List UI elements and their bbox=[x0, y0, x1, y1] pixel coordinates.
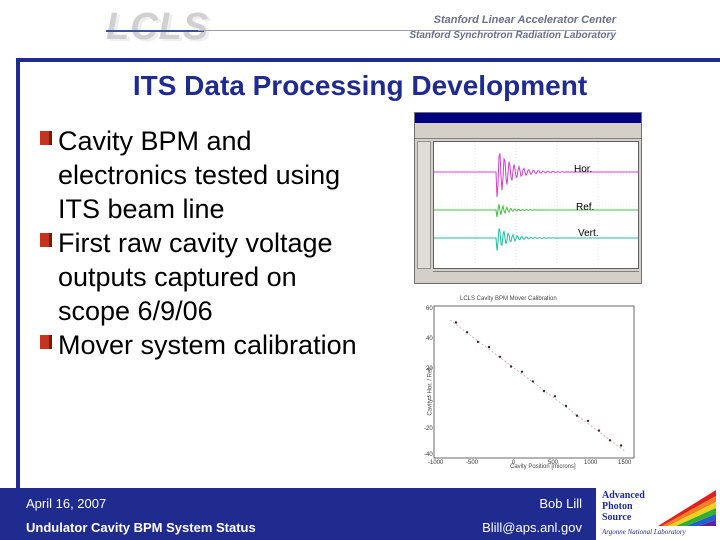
lcls-logo: LCLS LCLS bbox=[106, 6, 211, 50]
calibration-axes bbox=[433, 305, 635, 459]
calibration-point bbox=[575, 414, 579, 417]
calibration-point bbox=[564, 404, 568, 408]
lcls-logo-swoosh bbox=[106, 30, 204, 32]
scope-display: Hor. Ref. Vert. bbox=[433, 141, 639, 269]
x-tick: 500 bbox=[548, 460, 559, 466]
x-tick: -500 bbox=[466, 460, 479, 466]
y-tick: -40 bbox=[424, 452, 433, 458]
aps-logo-line1: Advanced bbox=[602, 490, 645, 501]
ref-trace bbox=[434, 204, 638, 218]
calibration-point bbox=[509, 365, 513, 368]
oscilloscope-screenshot: Hor. Ref. Vert. bbox=[414, 112, 642, 284]
bullet-text: First raw cavity voltage outputs capture… bbox=[58, 228, 333, 326]
vert-label: Vert. bbox=[578, 228, 599, 239]
x-tick: 1500 bbox=[618, 460, 632, 466]
footer-date: April 16, 2007 bbox=[26, 496, 107, 511]
scope-menubar bbox=[415, 113, 641, 123]
y-tick: 60 bbox=[426, 306, 433, 312]
scope-side-panel bbox=[417, 141, 431, 269]
calibration-fit-line bbox=[449, 319, 627, 453]
aps-rainbow-icon bbox=[658, 490, 716, 526]
aps-logo-line2: Photon bbox=[602, 501, 633, 512]
footer-email: Blill@aps.anl.gov bbox=[482, 520, 582, 535]
calibration-point bbox=[454, 321, 458, 324]
footer-talk-title: Undulator Cavity BPM System Status bbox=[26, 520, 256, 535]
aps-logo: Advanced Photon Source Argonne National … bbox=[596, 488, 720, 540]
bullet-marker-icon bbox=[40, 131, 52, 145]
calibration-svg bbox=[433, 305, 635, 459]
calibration-point bbox=[542, 389, 546, 393]
lcls-logo-shadow: LCLS bbox=[109, 8, 213, 50]
hor-trace bbox=[434, 153, 638, 198]
x-tick: 1000 bbox=[584, 460, 598, 466]
scope-toolbar bbox=[415, 123, 641, 139]
calibration-plot: LCLS Cavity BPM Mover Calibration 60 40 … bbox=[420, 292, 642, 472]
calibration-xlabel: Cavity Position [microns] bbox=[510, 464, 576, 470]
header-slac: Stanford Linear Accelerator Center bbox=[433, 14, 616, 26]
calibration-point bbox=[465, 331, 469, 334]
bullet-list: Cavity BPM and electronics tested using … bbox=[40, 124, 370, 362]
frame-top-bar bbox=[16, 58, 720, 62]
footer-author: Bob Lill bbox=[539, 496, 582, 511]
calibration-ylabel: Cavity * Hor. / Ref. bbox=[427, 366, 434, 416]
calibration-point bbox=[608, 439, 612, 442]
bullet-text: Cavity BPM and electronics tested using … bbox=[58, 126, 341, 224]
hor-label: Hor. bbox=[574, 164, 593, 175]
scope-statusbar bbox=[433, 271, 639, 283]
y-tick: 40 bbox=[426, 336, 433, 342]
calibration-point bbox=[553, 395, 557, 398]
calibration-point bbox=[498, 355, 502, 358]
vert-trace bbox=[434, 228, 638, 251]
calibration-point bbox=[597, 429, 601, 432]
bullet-marker-icon bbox=[40, 335, 52, 349]
aps-logo-text: Advanced Photon Source bbox=[602, 490, 645, 523]
ref-label: Ref. bbox=[576, 202, 595, 213]
scope-grid bbox=[434, 142, 638, 268]
header-rule bbox=[198, 30, 616, 31]
x-tick: 0 bbox=[512, 460, 516, 466]
calibration-point bbox=[586, 419, 590, 423]
y-tick: 0 bbox=[428, 396, 432, 402]
header-institutions: Stanford Linear Accelerator Center Stanf… bbox=[409, 14, 616, 41]
slide-title: ITS Data Processing Development bbox=[132, 70, 588, 101]
frame-left-bar bbox=[16, 58, 20, 488]
calibration-point bbox=[619, 444, 623, 447]
calibration-point bbox=[476, 340, 480, 344]
bullet-item: Cavity BPM and electronics tested using … bbox=[40, 124, 370, 226]
scope-traces bbox=[434, 142, 638, 268]
bullet-marker-icon bbox=[40, 233, 52, 247]
aps-logo-line3: Source bbox=[602, 512, 632, 523]
bullet-item: First raw cavity voltage outputs capture… bbox=[40, 226, 370, 328]
aps-logo-line4: Argonne National Laboratory bbox=[602, 528, 686, 536]
lcls-logo-text: LCLS bbox=[106, 6, 210, 48]
slide-header: LCLS LCLS Stanford Linear Accelerator Ce… bbox=[0, 0, 720, 58]
x-tick: -1000 bbox=[428, 460, 444, 466]
bullet-text: Mover system calibration bbox=[58, 330, 357, 360]
calibration-title: LCLS Cavity BPM Mover Calibration bbox=[460, 296, 557, 302]
header-ssrl: Stanford Synchrotron Radiation Laborator… bbox=[409, 30, 616, 41]
calibration-point bbox=[487, 345, 491, 349]
calibration-point bbox=[520, 370, 524, 373]
calibration-points bbox=[454, 321, 623, 447]
y-tick: 20 bbox=[426, 366, 433, 372]
calibration-point bbox=[531, 380, 535, 383]
y-tick: -20 bbox=[424, 426, 433, 432]
bullet-item: Mover system calibration bbox=[40, 328, 370, 362]
